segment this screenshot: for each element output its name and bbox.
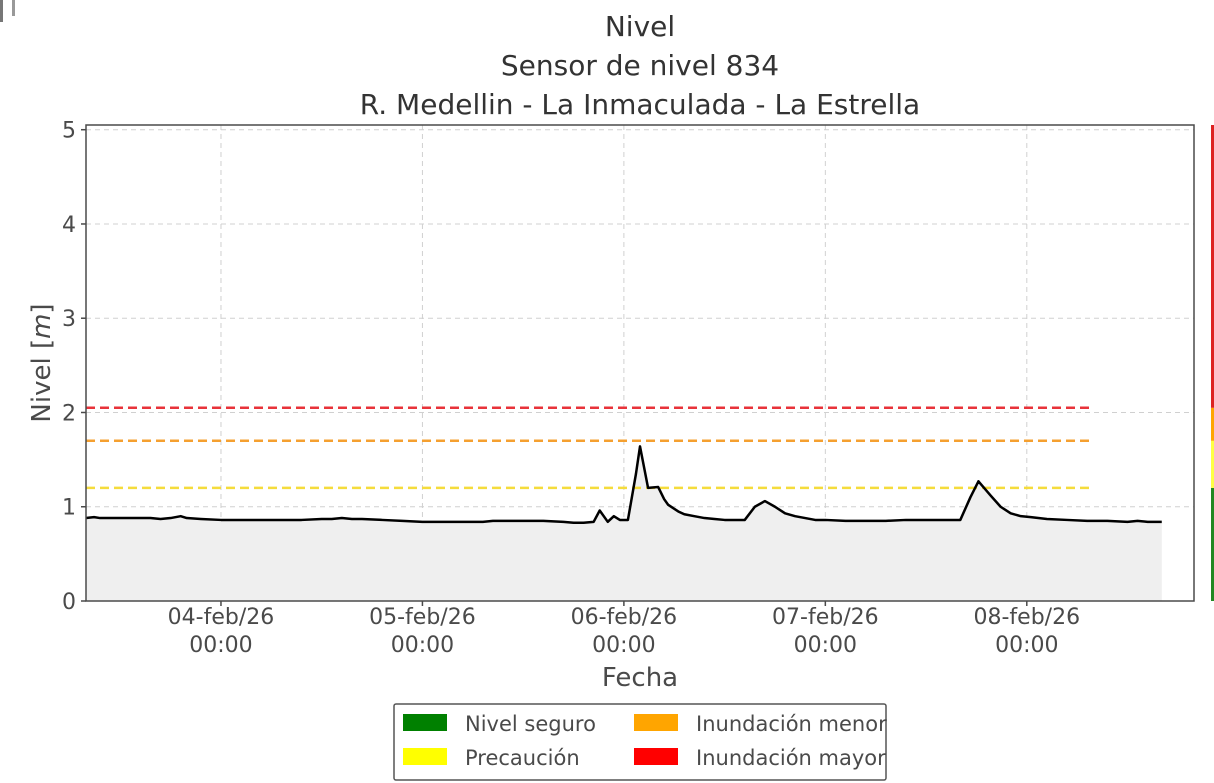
threshold-bar-segment: [1211, 487, 1214, 601]
threshold-layer: [86, 406, 1094, 490]
legend-items: Nivel seguro Inundación menor Precaución In…: [403, 712, 887, 770]
x-tick-label-date: 08-feb/26: [973, 605, 1080, 630]
legend-swatch: [403, 748, 447, 765]
x-tick-label-date: 06-feb/26: [571, 605, 678, 630]
x-tick-label-time: 00:00: [794, 633, 857, 658]
y-axis-label: Nivel [m]: [27, 303, 57, 422]
legend-label: Inundación menor: [696, 712, 887, 736]
tick-layer: 0 1 2 3 4 5 04-feb/26 00:00 05-feb/26 00:00 06-feb…: [62, 119, 1080, 658]
corner-artifact-2: [12, 0, 15, 16]
y-tick-label: 1: [62, 496, 76, 521]
legend: Nivel seguro Inundación menor Precaución In…: [393, 703, 887, 781]
y-axis-label-prefix: Nivel [: [27, 339, 57, 423]
legend-label: Nivel seguro: [465, 712, 596, 736]
chart-title-line-2: Sensor de nivel 834: [501, 49, 779, 82]
plot-frame: [85, 124, 1195, 602]
y-tick-label: 4: [62, 213, 76, 238]
y-tick-label: 5: [62, 119, 76, 144]
legend-label: Precaución: [465, 746, 580, 770]
line-layer: [85, 445, 1162, 525]
y-axis-label-unit: m: [27, 314, 57, 339]
y-tick-label: 2: [62, 401, 76, 426]
legend-swatch: [634, 748, 678, 765]
x-tick-label-time: 00:00: [995, 633, 1058, 658]
x-tick-label-time: 00:00: [592, 633, 655, 658]
legend-label: Inundación mayor: [696, 746, 886, 770]
y-tick-label: 3: [62, 307, 76, 332]
legend-swatch: [403, 714, 447, 731]
x-axis-label: Fecha: [602, 663, 678, 693]
x-tick-label-time: 00:00: [391, 633, 454, 658]
series-line: [85, 445, 1162, 525]
x-tick-label-date: 05-feb/26: [369, 605, 476, 630]
threshold-bar-segment: [1211, 440, 1214, 488]
chart-title-line-3: R. Medellin - La Inmaculada - La Estrell…: [360, 88, 920, 121]
chart-title-line-1: Nivel: [605, 10, 675, 43]
series-area: [86, 446, 1162, 601]
area-layer: [86, 446, 1162, 601]
y-tick-label: 0: [62, 590, 76, 615]
corner-artifact: [0, 0, 3, 22]
threshold-bar-segment: [1211, 407, 1214, 441]
x-tick-label-date: 07-feb/26: [772, 605, 879, 630]
legend-swatch: [634, 714, 678, 731]
x-tick-label-time: 00:00: [189, 633, 252, 658]
threshold-bar-segment: [1211, 125, 1214, 408]
legend-box: [393, 703, 887, 781]
threshold-color-bar: [1211, 125, 1214, 601]
y-axis-label-suffix: ]: [27, 303, 57, 313]
x-tick-label-date: 04-feb/26: [168, 605, 275, 630]
